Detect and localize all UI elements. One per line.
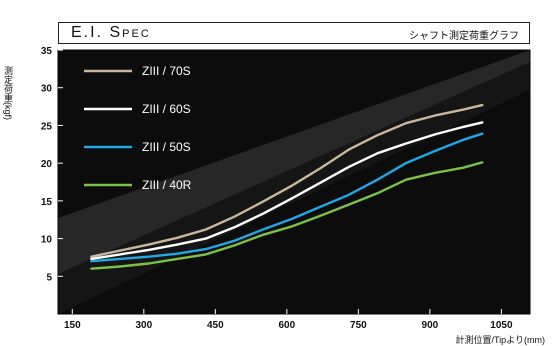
y-tick-label-30: 30 <box>41 84 53 95</box>
x-tick-label-450: 450 <box>207 320 224 331</box>
series-line-3 <box>90 132 484 263</box>
legend-label-4: ZIII / 40R <box>142 178 192 192</box>
y-axis-label: 測定荷重(kgf) <box>3 66 13 120</box>
chart-subtitle: シャフト測定荷重グラフ <box>409 31 519 42</box>
plot-frame <box>57 49 531 315</box>
plot-background <box>58 50 530 314</box>
y-tick-label-35: 35 <box>41 46 53 57</box>
series-line-4 <box>90 161 484 270</box>
y-tick-label-25: 25 <box>41 121 53 132</box>
y-tick-label-5: 5 <box>46 272 52 283</box>
legend-label-3: ZIII / 50S <box>142 140 191 154</box>
title-box: E.I. Spec シャフト測定荷重グラフ <box>58 22 530 44</box>
background-band-lower <box>58 62 530 314</box>
chart-title: E.I. Spec <box>71 24 151 41</box>
legend-label-2: ZIII / 60S <box>142 102 191 116</box>
y-tick-label-10: 10 <box>41 235 53 246</box>
y-tick-label-15: 15 <box>41 197 53 208</box>
series-line-1 <box>90 103 484 258</box>
x-tick-label-300: 300 <box>135 320 152 331</box>
x-axis-label: 計測位置/Tipより(mm) <box>455 335 545 345</box>
series-line-2 <box>90 121 484 261</box>
background-band <box>58 50 530 274</box>
x-tick-label-600: 600 <box>279 320 296 331</box>
x-tick-label-150: 150 <box>64 320 81 331</box>
y-tick-label-20: 20 <box>41 159 53 170</box>
x-tick-label-1050: 1050 <box>490 320 513 331</box>
legend-label-1: ZIII / 70S <box>142 64 191 78</box>
x-tick-label-900: 900 <box>422 320 439 331</box>
x-tick-label-750: 750 <box>350 320 367 331</box>
